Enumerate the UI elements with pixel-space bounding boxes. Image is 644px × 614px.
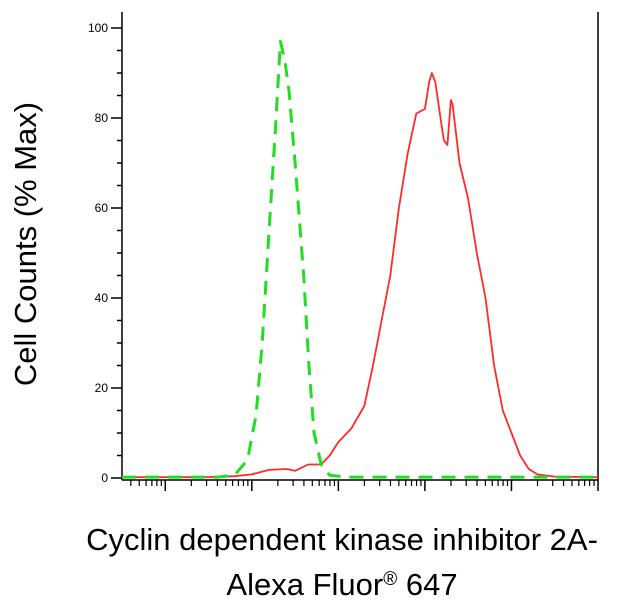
y-axis-label: Cell Counts (% Max) — [8, 101, 43, 387]
control-histogram-line — [122, 40, 598, 479]
x-axis-label-line1: Cyclin dependent kinase inhibitor 2A- — [86, 522, 598, 557]
stained-histogram-line — [122, 72, 599, 478]
x-axis-label-fluor: Alexa Fluor — [226, 567, 384, 602]
y-tick-label: 100 — [88, 21, 108, 35]
x-axis-label: Cyclin dependent kinase inhibitor 2A- Al… — [40, 520, 644, 605]
y-tick-label: 60 — [95, 201, 109, 215]
x-axis-label-line2: Alexa Fluor® 647 — [40, 560, 644, 605]
registered-mark: ® — [383, 569, 398, 590]
axes — [121, 12, 599, 481]
x-ticks — [130, 480, 599, 491]
x-axis-label-channel: 647 — [397, 567, 458, 602]
y-axis-label-box: Cell Counts (% Max) — [6, 0, 46, 480]
y-tick-label: 80 — [95, 111, 109, 125]
y-tick-label: 20 — [95, 381, 109, 395]
y-tick-label: 40 — [95, 291, 109, 305]
y-ticks: 0 20 40 60 80 100 — [88, 21, 122, 485]
series-lines — [122, 40, 599, 479]
y-tick-label: 0 — [101, 471, 108, 485]
